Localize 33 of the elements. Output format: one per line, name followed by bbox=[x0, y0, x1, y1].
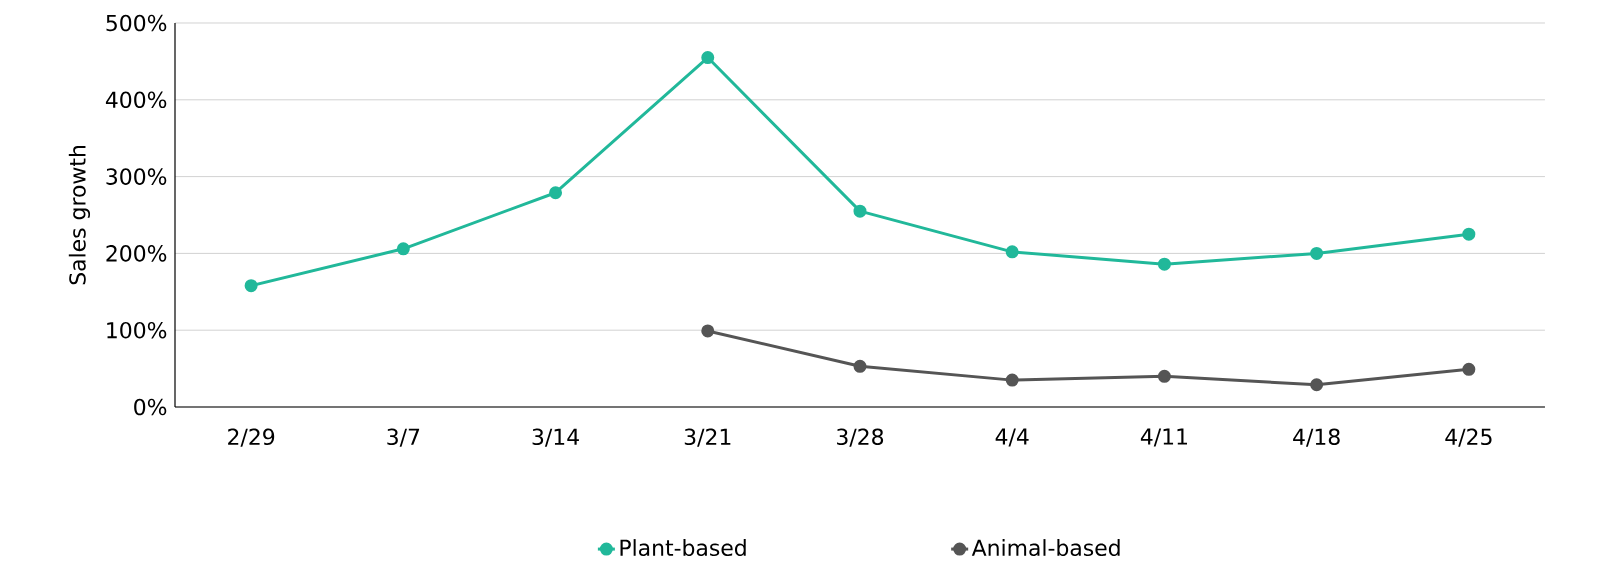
y-tick-label: 200% bbox=[106, 245, 167, 262]
legend-label: Plant-based bbox=[620, 539, 746, 557]
legend-label: Animal-based bbox=[971, 539, 1120, 557]
point bbox=[701, 324, 715, 338]
y-tick-label: 500% bbox=[106, 14, 167, 32]
x-tick-label: 4/4 bbox=[995, 428, 1029, 447]
x-tick-label: 3/7 bbox=[387, 428, 420, 447]
point bbox=[549, 186, 563, 200]
y-tick-label: 300% bbox=[106, 168, 167, 185]
x-tick-label: 3/21 bbox=[684, 428, 731, 447]
point bbox=[1462, 362, 1476, 376]
y-tick-label: 0% bbox=[134, 398, 167, 416]
y-tick-label: 400% bbox=[105, 91, 167, 109]
point bbox=[1005, 245, 1019, 259]
point bbox=[1310, 378, 1324, 392]
point bbox=[1310, 246, 1324, 260]
x-tick-label: 4/11 bbox=[1140, 428, 1187, 447]
point bbox=[1157, 257, 1171, 271]
point bbox=[244, 279, 258, 293]
point bbox=[1005, 373, 1019, 387]
point bbox=[1157, 369, 1171, 383]
y-axis-title: Sales growth bbox=[68, 146, 91, 285]
x-tick-label: 3/28 bbox=[837, 428, 884, 447]
point bbox=[396, 242, 410, 256]
y-tick-label: 100% bbox=[107, 321, 167, 339]
point bbox=[853, 359, 867, 373]
x-tick-label: 3/14 bbox=[532, 428, 579, 447]
x-tick-label: 2/29 bbox=[228, 428, 275, 447]
point bbox=[1462, 227, 1476, 241]
point bbox=[701, 51, 715, 65]
point bbox=[853, 204, 867, 218]
x-tick-label: 4/18 bbox=[1293, 428, 1340, 447]
x-tick-label: 4/25 bbox=[1445, 428, 1492, 447]
